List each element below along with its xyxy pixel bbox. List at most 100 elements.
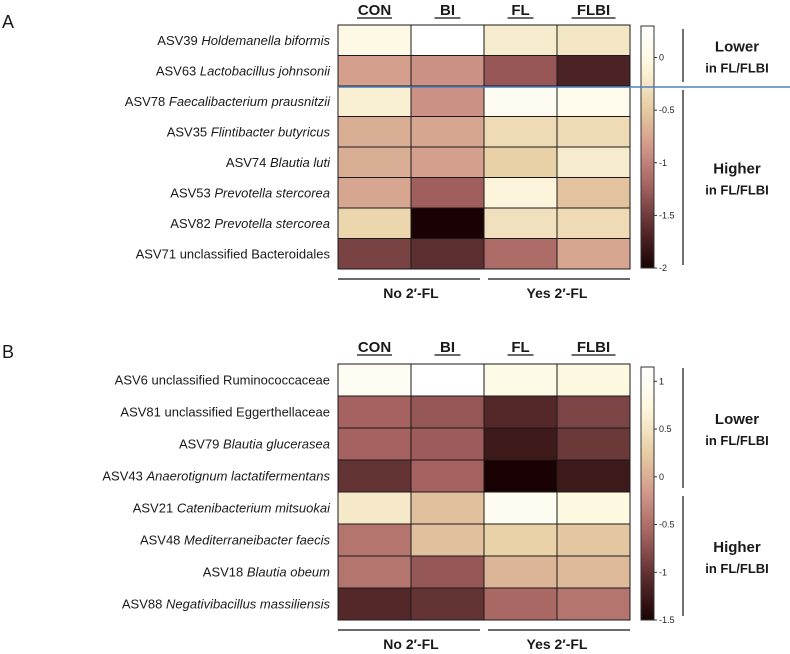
heatmap-cell-r1-bi <box>410 55 485 87</box>
row-label: ASV82 Prevotella stercorea <box>170 216 330 231</box>
heatmap-cell-r4-bi <box>410 146 485 178</box>
colorbar-tick-label: -1.5 <box>659 210 675 220</box>
heatmap-cell-r7-fl <box>483 587 558 621</box>
colorbar <box>640 25 655 269</box>
column-header-fl: FL <box>511 2 529 19</box>
heatmap-cell-r6-flbi <box>556 207 631 239</box>
heatmap-cell-r2-bi <box>410 85 485 117</box>
heatmap-cell-r0-con <box>337 24 412 56</box>
heatmap-cell-r4-fl <box>483 146 558 178</box>
heatmap-cell-r2-fl <box>483 427 558 461</box>
heatmap-cell-r3-con <box>337 459 412 493</box>
heatmap-cell-r3-con <box>337 116 412 148</box>
heatmap-cell-r4-bi <box>410 491 485 525</box>
heatmap-cell-r2-flbi <box>556 427 631 461</box>
footer-label-no-2fl: No 2′-FL <box>383 285 439 301</box>
heatmap-cell-r1-flbi <box>556 55 631 87</box>
column-header-bi: BI <box>440 2 455 19</box>
heatmap-cell-r3-bi <box>410 459 485 493</box>
heatmap-cell-r0-bi <box>410 363 485 397</box>
column-header-fl: FL <box>511 339 529 356</box>
heatmap-cell-r5-flbi <box>556 177 631 209</box>
footer-label-no-2fl: No 2′-FL <box>383 636 439 652</box>
heatmap-cell-r6-flbi <box>556 555 631 589</box>
heatmap-cell-r7-con <box>337 238 412 270</box>
heatmap-cell-r6-fl <box>483 555 558 589</box>
row-label: ASV71 unclassified Bacteroidales <box>136 246 331 261</box>
group-label-higher: Higher <box>713 161 761 178</box>
colorbar-tick-label: 0 <box>659 472 664 482</box>
row-label: ASV81 unclassified Eggerthellaceae <box>120 405 330 420</box>
heatmap-cell-r3-bi <box>410 116 485 148</box>
heatmap-cell-r0-fl <box>483 363 558 397</box>
colorbar-tick-label: -0.5 <box>659 105 675 115</box>
heatmap-cell-r1-fl <box>483 55 558 87</box>
heatmap-cell-r1-flbi <box>556 395 631 429</box>
row-label: ASV53 Prevotella stercorea <box>170 185 330 200</box>
heatmap-cell-r0-fl <box>483 24 558 56</box>
colorbar-tick-label: 0 <box>659 53 664 63</box>
colorbar-tick-label: 1 <box>659 376 664 386</box>
heatmap-cell-r1-con <box>337 395 412 429</box>
colorbar-tick-label: -1.5 <box>659 615 675 625</box>
heatmap-cell-r3-flbi <box>556 116 631 148</box>
heatmap-cell-r1-con <box>337 55 412 87</box>
row-label: ASV79 Blautia glucerasea <box>179 437 330 452</box>
heatmap-cell-r0-flbi <box>556 24 631 56</box>
heatmap-cell-r0-flbi <box>556 363 631 397</box>
column-header-flbi: FLBI <box>577 339 610 356</box>
group-sublabel: in FL/FLBI <box>705 183 769 198</box>
group-label-lower: Lower <box>715 411 759 428</box>
heatmap-cell-r2-con <box>337 427 412 461</box>
column-header-con: CON <box>358 2 391 19</box>
row-label: ASV88 Negativibacillus massiliensis <box>122 597 331 612</box>
panel-label: B <box>2 342 14 362</box>
heatmap-cell-r7-con <box>337 587 412 621</box>
heatmap-cell-r0-con <box>337 363 412 397</box>
row-label: ASV74 Blautia luti <box>226 155 331 170</box>
heatmap-cell-r6-fl <box>483 207 558 239</box>
group-label-higher: Higher <box>713 539 761 556</box>
row-label: ASV48 Mediterraneibacter faecis <box>140 533 331 548</box>
footer-label-yes-2fl: Yes 2′-FL <box>527 636 588 652</box>
panel-b-heatmap: B CON BI FL FLBI ASV6 unclassified Ruminococc… <box>2 339 769 652</box>
heatmap-cell-r1-bi <box>410 395 485 429</box>
heatmap-cell-r3-flbi <box>556 459 631 493</box>
colorbar-tick-label: -2 <box>659 263 667 273</box>
group-sublabel: in FL/FLBI <box>705 61 769 76</box>
group-sublabel: in FL/FLBI <box>705 433 769 448</box>
heatmap-cell-r7-bi <box>410 238 485 270</box>
heatmap-cell-r0-bi <box>410 24 485 56</box>
heatmap-cell-r4-con <box>337 146 412 178</box>
row-label: ASV78 Faecalibacterium prausnitzii <box>125 94 331 109</box>
panel-a-heatmap: A CON BI FL FLBI ASV39 Holdemanella biformis A… <box>2 2 769 301</box>
panel-label: A <box>2 12 14 32</box>
heatmap-cell-r5-con <box>337 177 412 209</box>
column-header-bi: BI <box>440 339 455 356</box>
heatmap-cell-r6-con <box>337 207 412 239</box>
heatmap-cell-r5-fl <box>483 523 558 557</box>
row-label: ASV6 unclassified Ruminococcaceae <box>115 373 330 388</box>
heatmap-cell-r3-fl <box>483 116 558 148</box>
row-label: ASV35 Flintibacter butyricus <box>167 124 331 139</box>
heatmap-cell-r5-bi <box>410 523 485 557</box>
heatmap-cell-r6-bi <box>410 555 485 589</box>
heatmap-cell-r2-fl <box>483 85 558 117</box>
heatmap-cell-r1-fl <box>483 395 558 429</box>
group-label-lower: Lower <box>715 39 759 56</box>
heatmap-cell-r7-fl <box>483 238 558 270</box>
heatmap-cell-r2-flbi <box>556 85 631 117</box>
column-header-con: CON <box>358 339 391 356</box>
heatmap-cell-r5-flbi <box>556 523 631 557</box>
heatmap-cell-r4-flbi <box>556 491 631 525</box>
group-sublabel: in FL/FLBI <box>705 561 769 576</box>
colorbar-tick-label: -0.5 <box>659 520 675 530</box>
heatmap-cell-r2-con <box>337 85 412 117</box>
row-label: ASV21 Catenibacterium mitsuokai <box>133 501 331 516</box>
heatmap-cell-r2-bi <box>410 427 485 461</box>
colorbar-tick-label: -1 <box>659 567 667 577</box>
heatmap-cell-r3-fl <box>483 459 558 493</box>
heatmap-cell-r7-bi <box>410 587 485 621</box>
heatmap-cell-r7-flbi <box>556 238 631 270</box>
